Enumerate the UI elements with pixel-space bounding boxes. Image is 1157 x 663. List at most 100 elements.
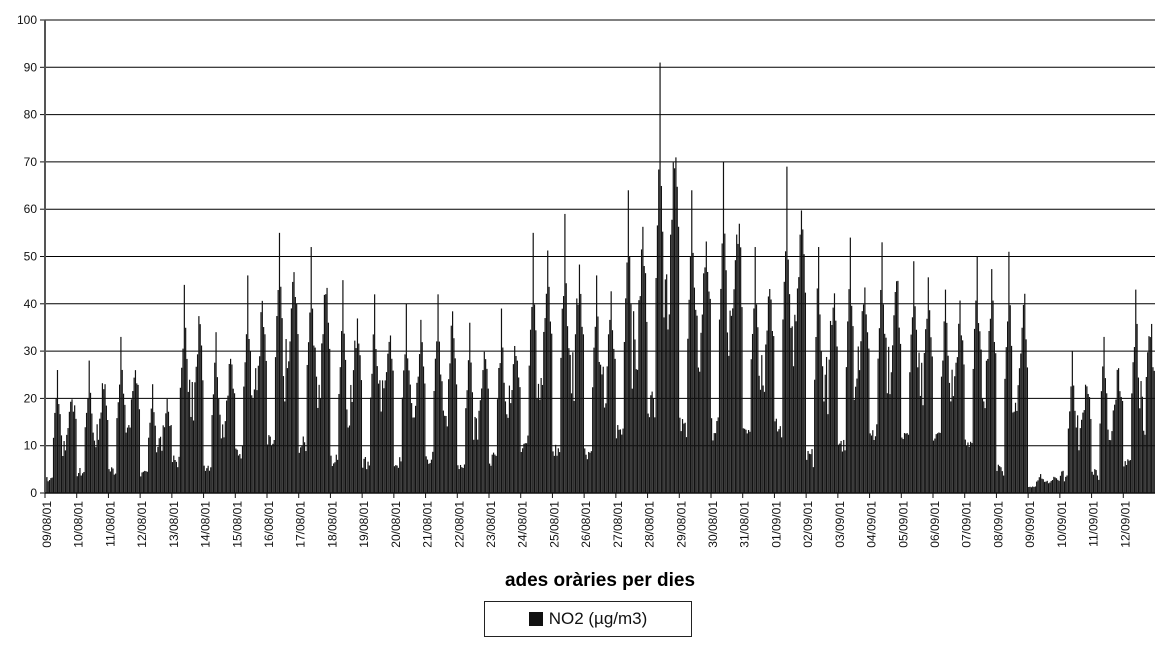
bar-08/09/01-h12 [1012, 412, 1014, 493]
x-tick-label-34: 12/09/01 [1118, 501, 1132, 548]
bar-18/08/01-h23 [360, 380, 363, 493]
bar-27/08/01-h15 [635, 369, 637, 493]
bar-01/09/01-h22 [803, 254, 805, 493]
bar-02/09/01-h23 [836, 346, 838, 493]
bar-09/09/01-h12 [1044, 481, 1046, 493]
bar-09/09/01-h4 [1033, 487, 1035, 493]
bar-12/09/01-h12 [1139, 408, 1141, 493]
bar-30/08/01-h15 [730, 315, 733, 493]
bar-26/08/01-h9 [596, 275, 598, 493]
bar-18/08/01-h2 [333, 463, 335, 493]
bar-14/08/01-h4 [208, 470, 211, 493]
bar-07/09/01-h8 [975, 300, 977, 493]
bar-16/08/01-h19 [292, 281, 294, 493]
bar-19/08/01-h10 [375, 349, 377, 493]
bar-09/09/01-h6 [1036, 481, 1038, 493]
bar-25/08/01-h3 [556, 455, 558, 493]
bar-27/08/01-h4 [621, 434, 623, 493]
bar-10/09/01-h11 [1074, 410, 1076, 493]
bar-21/08/01-h13 [442, 410, 444, 493]
bar-02/09/01-h15 [825, 356, 828, 493]
bar-07/09/01-h9 [976, 256, 978, 493]
bar-22/08/01-h9 [469, 322, 471, 493]
bar-11/09/01-h15 [1111, 431, 1113, 493]
bar-26/08/01-h7 [593, 347, 595, 493]
bar-09/08/01-h3 [48, 480, 51, 493]
bar-24/08/01-h13 [537, 383, 540, 493]
bar-20/08/01-h19 [418, 354, 421, 493]
bar-17/08/01-h21 [326, 287, 328, 493]
bar-15/08/01-h8 [245, 334, 248, 493]
bar-27/08/01-h5 [622, 428, 624, 493]
bar-13/08/01-h19 [196, 354, 199, 493]
bar-24/08/01-h8 [531, 306, 533, 493]
bar-17/08/01-h0 [298, 452, 300, 493]
bar-13/08/01-h11 [186, 358, 188, 493]
bar-02/09/01-h2 [808, 453, 810, 493]
bar-09/09/01-h1 [1029, 486, 1031, 493]
bar-10/08/01-h20 [103, 389, 105, 493]
bar-11/08/01-h8 [119, 384, 121, 493]
bar-02/09/01-h22 [835, 320, 837, 493]
bar-11/09/01-h17 [1114, 404, 1116, 493]
bar-10/08/01-h1 [78, 473, 80, 493]
bar-09/08/01-h21 [72, 411, 74, 493]
bar-04/09/01-h17 [892, 345, 894, 493]
bar-31/08/01-h18 [766, 330, 768, 493]
bar-15/08/01-h14 [253, 389, 255, 493]
bar-10/08/01-h17 [99, 418, 101, 493]
bar-22/08/01-h11 [471, 392, 474, 493]
bar-12/09/01-h10 [1136, 323, 1138, 493]
bar-25/08/01-h16 [573, 400, 575, 493]
bar-04/09/01-h15 [889, 394, 891, 493]
bar-14/08/01-h21 [231, 364, 233, 493]
bar-05/09/01-h5 [907, 434, 910, 493]
bar-03/09/01-h20 [864, 287, 866, 493]
bar-15/08/01-h16 [256, 390, 258, 493]
bar-27/08/01-h1 [617, 425, 619, 493]
bar-05/09/01-h4 [906, 433, 908, 493]
bar-05/09/01-h9 [913, 261, 915, 493]
bar-28/08/01-h15 [667, 329, 669, 493]
x-tick-label-17: 26/08/01 [579, 501, 593, 548]
bar-05/09/01-h13 [918, 352, 920, 493]
bar-11/08/01-h6 [116, 418, 118, 493]
bar-24/08/01-h10 [533, 304, 536, 493]
bar-09/08/01-h10 [58, 404, 60, 493]
bar-15/08/01-h12 [251, 395, 253, 493]
bar-19/08/01-h19 [387, 353, 389, 493]
bar-04/09/01-h20 [896, 281, 898, 493]
bar-16/08/01-h8 [277, 290, 279, 493]
bar-15/08/01-h5 [241, 445, 244, 493]
bar-14/08/01-h18 [227, 395, 229, 493]
bar-10/09/01-h14 [1078, 450, 1080, 493]
bar-29/08/01-h8 [689, 256, 692, 493]
bar-12/09/01-h11 [1137, 377, 1140, 493]
bar-01/09/01-h16 [795, 321, 797, 493]
bar-11/09/01-h6 [1099, 423, 1101, 493]
bar-30/08/01-h0 [711, 418, 713, 493]
bar-04/09/01-h13 [886, 393, 888, 493]
bar-21/08/01-h15 [445, 416, 447, 493]
bar-06/09/01-h12 [948, 382, 951, 493]
bar-19/08/01-h7 [371, 373, 373, 493]
bar-21/08/01-h18 [449, 363, 451, 493]
bar-01/09/01-h20 [800, 210, 803, 493]
bar-13/08/01-h1 [173, 455, 175, 493]
bar-27/08/01-h13 [633, 311, 635, 493]
bar-03/09/01-h22 [866, 332, 869, 493]
x-axis-title: ades oràries per dies [505, 570, 695, 591]
bar-03/09/01-h23 [868, 348, 870, 493]
bar-23/08/01-h11 [503, 382, 505, 493]
bar-16/08/01-h6 [274, 357, 277, 493]
bar-19/08/01-h12 [378, 383, 380, 493]
bar-08/09/01-h19 [1021, 327, 1023, 493]
bar-07/09/01-h1 [966, 445, 968, 493]
bar-09/09/01-h14 [1046, 480, 1048, 493]
bar-01/09/01-h15 [794, 314, 796, 493]
bar-22/08/01-h16 [478, 410, 480, 493]
bar-12/08/01-h19 [165, 413, 167, 493]
bar-21/08/01-h9 [437, 294, 439, 493]
bar-18/08/01-h9 [342, 280, 344, 493]
bar-09/08/01-h19 [70, 401, 72, 493]
